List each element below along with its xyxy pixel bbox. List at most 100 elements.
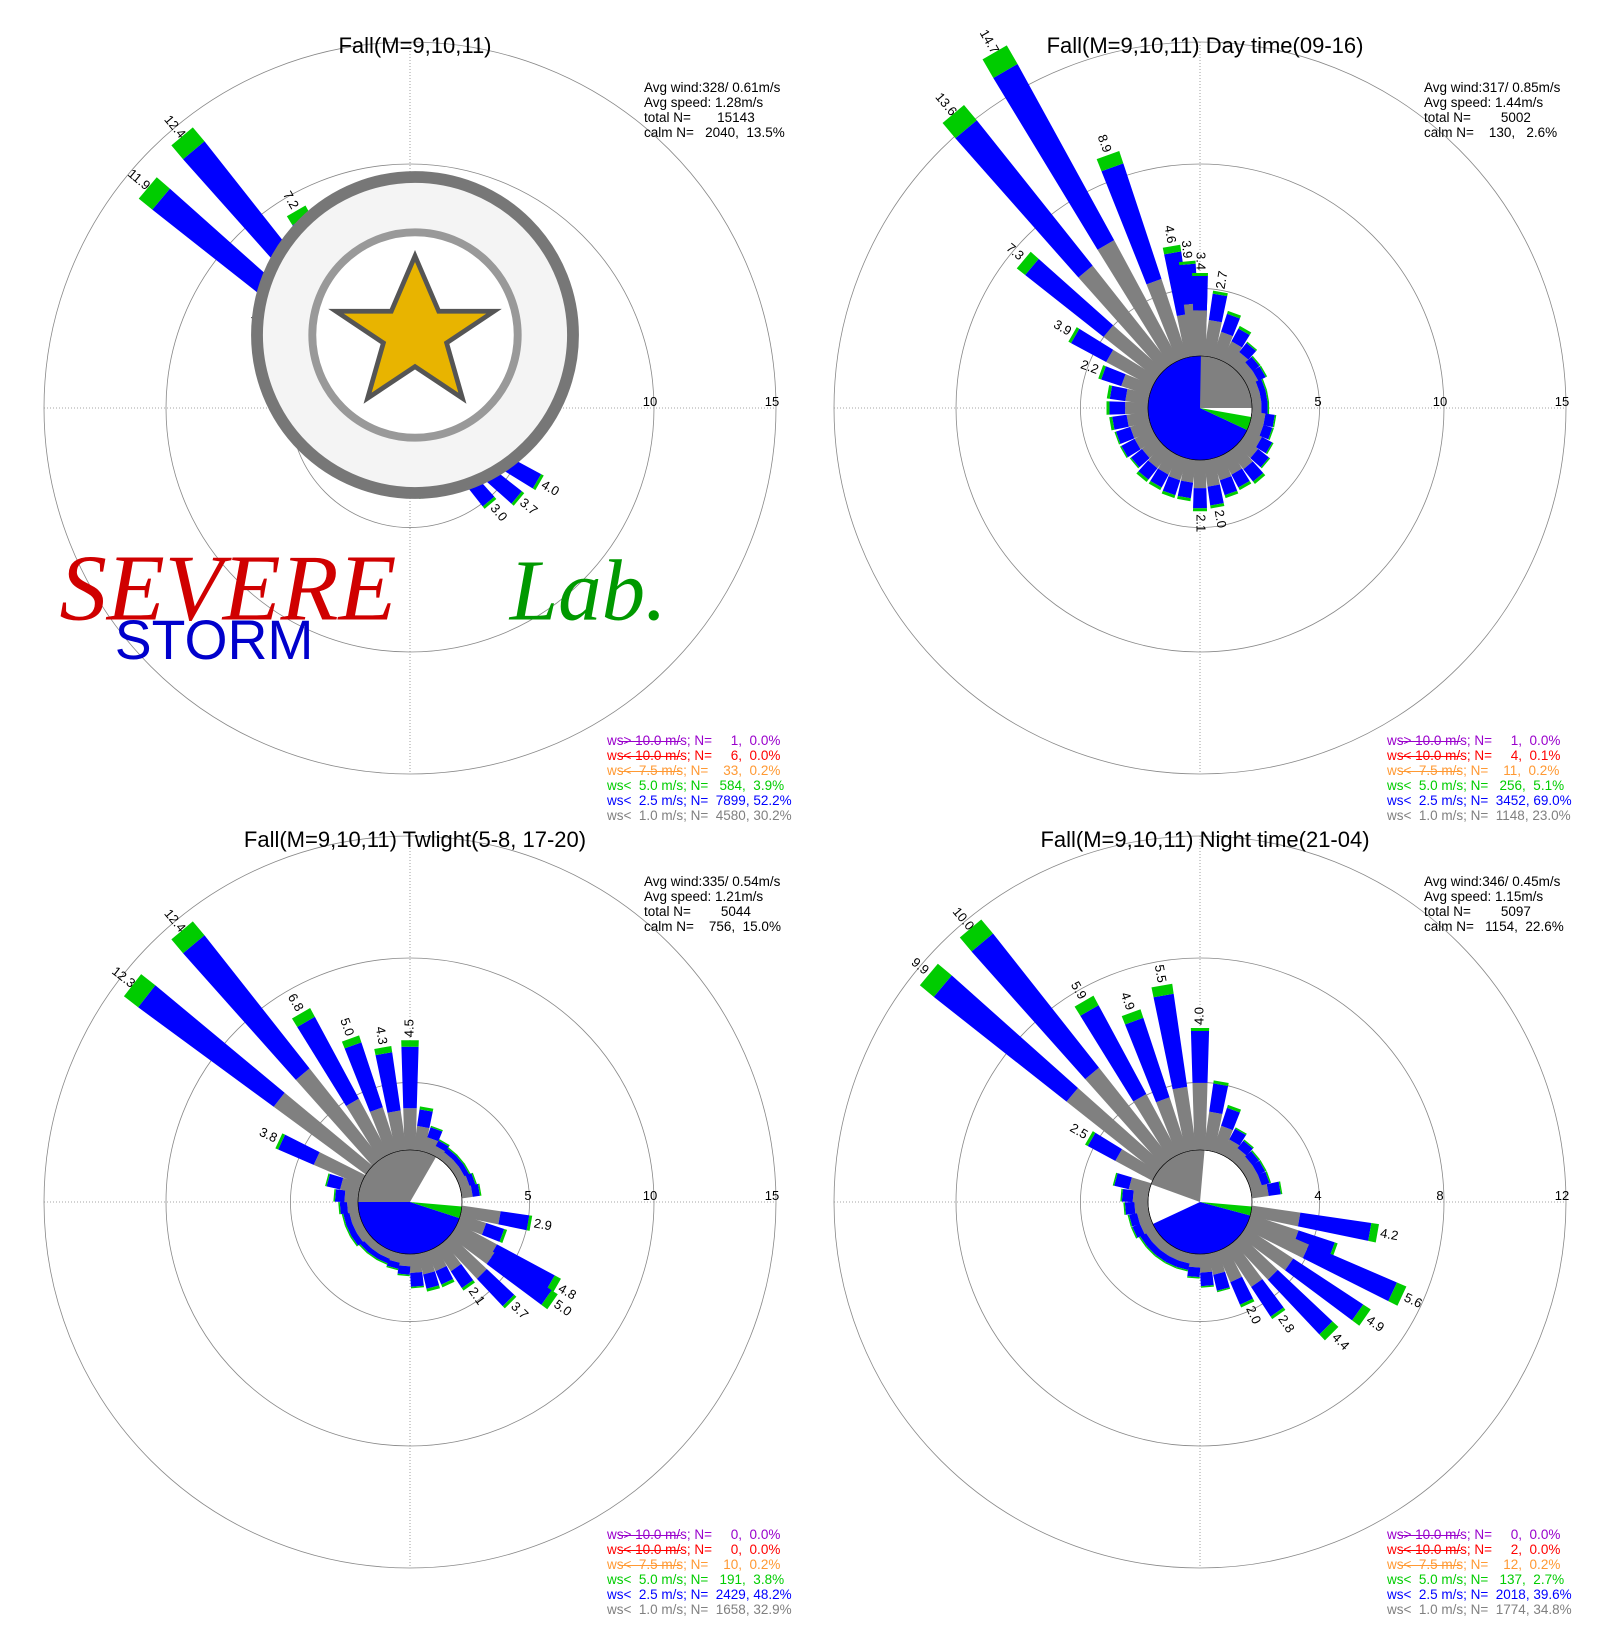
ring	[165, 163, 655, 653]
petal-label: 2.0	[1243, 1303, 1264, 1326]
petal-segment-lt1	[449, 1227, 495, 1265]
petal-segment-lt5	[438, 1139, 450, 1147]
petal-segment-lt2_5	[1231, 468, 1250, 488]
petal-segment-lt1	[273, 1092, 373, 1175]
legend-strike	[619, 1535, 681, 1536]
petal-segment-lt5	[1265, 442, 1274, 455]
petal-segment-lt5	[1265, 390, 1270, 403]
petal-segment-lt5	[1096, 150, 1124, 172]
petal-segment-lt2_5	[1153, 993, 1188, 1090]
petal-segment-lt1	[1212, 1125, 1233, 1156]
petal-segment-lt5	[541, 1290, 558, 1310]
petal-segment-lt2_5	[375, 1052, 401, 1113]
petal-segment-lt2_5	[1259, 424, 1273, 440]
petal-label: 4.0	[1191, 1007, 1206, 1025]
petal-segment-lt1	[398, 1253, 411, 1267]
legend-entry: ws> 10.0 m/s; N= 1, 0.0%	[1387, 733, 1561, 748]
petal-segment-lt5	[341, 1213, 347, 1226]
petal-segment-lt2_5	[344, 1042, 383, 1112]
petal-label: 5.6	[1402, 1290, 1425, 1311]
petal-segment-lt2_5	[1177, 480, 1194, 499]
petal-segment-lt2_5	[1192, 276, 1208, 311]
petal-segment-lt2_5	[470, 1183, 481, 1197]
petal-segment-lt1	[403, 1108, 417, 1150]
petal-segment-lt2_5	[1245, 356, 1260, 372]
legend-entry: ws< 2.5 m/s; N= 2018, 39.6%	[1387, 1587, 1572, 1602]
petal-segment-lt5	[341, 1035, 362, 1049]
petal-segment-lt2_5	[1087, 1132, 1123, 1161]
petal-segment-lt2_5	[326, 1173, 344, 1190]
legend: ws> 10.0 m/s; N= 0, 0.0% ws< 10.0 m/s; N=…	[607, 1527, 792, 1617]
avg-wind: Avg wind:328/ 0.61m/s	[644, 80, 781, 95]
petal-segment-lt5	[1265, 1171, 1272, 1184]
petal-segment-lt5	[1074, 995, 1099, 1016]
petal-segment-lt1	[349, 1210, 362, 1224]
petal-segment-lt2_5	[183, 935, 310, 1080]
petal-segment-lt2_5	[386, 1259, 400, 1269]
petal-segment-lt2_5	[1190, 1031, 1210, 1083]
petal-segment-lt5	[1238, 325, 1252, 336]
petal-segment-lt1	[1132, 1190, 1149, 1203]
petal-segment-lt2_5	[1255, 379, 1266, 393]
petal-segment-lt2_5	[1114, 1173, 1132, 1190]
petal-label: 3.9	[1051, 316, 1074, 338]
petal-segment-lt5	[499, 1228, 508, 1244]
petal-segment-lt2_5	[1129, 1212, 1140, 1227]
ring-label: 10	[1433, 394, 1447, 409]
petal-segment-lt2_5	[1255, 436, 1273, 454]
petal-segment-lt5	[325, 1173, 330, 1187]
logo-lab: Lab.	[508, 542, 667, 638]
petal-segment-lt2_5	[1243, 461, 1264, 482]
petal-segment-lt2_5	[1193, 488, 1207, 509]
ring	[165, 957, 655, 1447]
petal-label: 3.9	[1179, 240, 1196, 259]
petal-segment-lt5	[1154, 1254, 1166, 1264]
petal-segment-lt2_5	[1155, 1249, 1170, 1262]
petal-segment-lt2_5	[1284, 1258, 1364, 1321]
petal-segment-lt2_5	[1101, 366, 1126, 387]
petal-segment-lt5	[477, 1183, 482, 1196]
petal-segment-lt2_5	[1237, 1140, 1253, 1156]
petal-segment-lt5	[1129, 457, 1140, 469]
petal-segment-lt2_5	[1138, 460, 1158, 480]
petal-segment-lt5	[397, 1273, 410, 1277]
petal-segment-lt5	[1226, 1104, 1242, 1113]
petal-segment-lt1	[1203, 319, 1222, 358]
petal-segment-lt5	[366, 1251, 378, 1260]
wind-rose-panel-all: 510152.74.03.73.04.511.912.47.24.84.63.9…	[20, 14, 810, 823]
petal-label: 2.2	[1079, 357, 1101, 377]
petal-segment-lt2_5	[1121, 1188, 1134, 1203]
petal-segment-lt2_5	[1259, 390, 1268, 404]
petal-segment-lt1	[442, 1234, 487, 1279]
petal-label: 2.1	[1194, 514, 1209, 532]
ring-label: 15	[765, 1188, 779, 1203]
petal-segment-lt5	[1127, 1214, 1133, 1227]
ring	[43, 835, 777, 1569]
petal-segment-lt1	[1252, 402, 1262, 414]
petal-segment-lt2_5	[1221, 1107, 1240, 1131]
legend-entry: ws< 2.5 m/s; N= 7899, 52.2%	[607, 793, 792, 808]
petal-segment-lt2_5	[490, 1244, 555, 1291]
petal-label: 3.8	[257, 1124, 280, 1145]
petal-segment-lt2_5	[1162, 476, 1181, 496]
petal-segment-lt1	[460, 1185, 473, 1199]
petal-segment-lt5	[286, 205, 311, 226]
petal-segment-lt2_5	[1187, 1266, 1201, 1278]
petal-segment-lt5	[275, 1133, 286, 1150]
total-n: total N= 5097	[1424, 904, 1531, 919]
petal-label: 4.3	[373, 1025, 391, 1045]
petal-segment-lt1	[1192, 1082, 1208, 1150]
petal-segment-lt2_5	[1251, 1279, 1284, 1317]
petal-segment-lt2_5	[1124, 1201, 1136, 1215]
hole-slice	[1148, 356, 1248, 460]
petal-segment-lt2_5	[1071, 328, 1114, 362]
legend-strike	[1399, 1535, 1461, 1536]
petal-segment-lt2_5	[351, 1232, 364, 1246]
petal-label: 2.1	[466, 1284, 489, 1307]
petal-segment-lt1	[1236, 1156, 1253, 1173]
total-n: total N= 5044	[644, 904, 751, 919]
ring	[833, 835, 1567, 1569]
petal-segment-lt5	[526, 1215, 533, 1231]
petal-segment-lt1	[1239, 1227, 1294, 1271]
petal-segment-lt2_5	[1252, 1160, 1266, 1176]
